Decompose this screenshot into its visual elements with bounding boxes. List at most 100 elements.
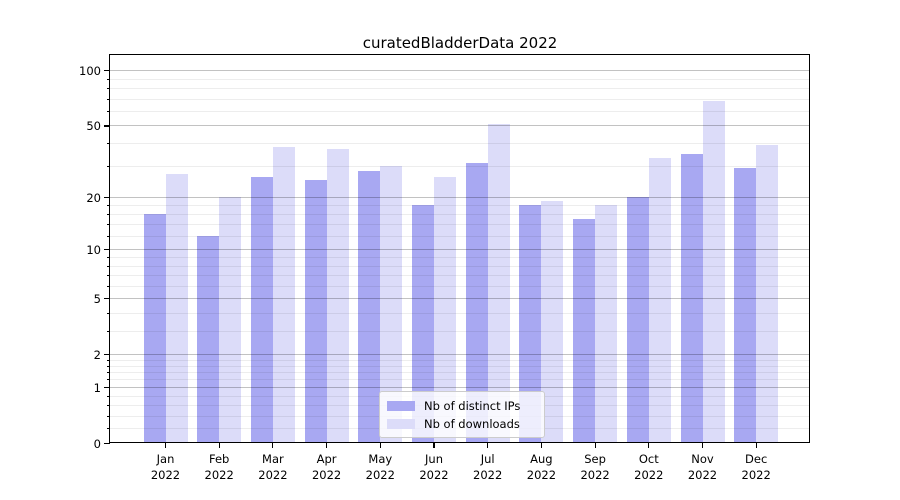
x-tick-label-jan: Jan 2022 — [150, 452, 181, 482]
bar-nb-of-downloads-feb — [219, 197, 242, 443]
x-tick — [272, 443, 274, 448]
bar-nb-of-downloads-oct — [648, 158, 671, 443]
grid-layer — [110, 55, 810, 443]
gridline-minor — [110, 98, 810, 100]
bar-nb-of-downloads-jan — [165, 173, 188, 443]
y-tick-label: 10 — [86, 242, 101, 257]
x-tick-label-oct: Oct 2022 — [634, 452, 664, 482]
x-tick — [433, 443, 435, 448]
legend-item-distinct-ips: Nb of distinct IPs — [387, 398, 536, 414]
bar-nb-of-distinct-ips-oct — [626, 197, 649, 443]
gridline-minor — [110, 257, 810, 258]
y-tick-label: 100 — [79, 63, 101, 78]
y-tick-minor — [107, 428, 110, 430]
x-tick — [326, 443, 328, 448]
bar-nb-of-downloads-jun — [434, 176, 456, 443]
y-tick — [104, 249, 110, 251]
y-tick-minor — [107, 214, 110, 216]
x-tick-label-dec: Dec 2022 — [741, 452, 771, 482]
bar-nb-of-distinct-ips-jun — [412, 205, 434, 443]
gridline-minor — [110, 331, 810, 333]
y-tick — [104, 70, 110, 72]
x-tick-label-nov: Nov 2022 — [687, 452, 718, 482]
gridline-major — [110, 70, 810, 72]
y-tick-minor — [107, 143, 110, 145]
gridline-minor — [110, 235, 810, 237]
y-tick-minor — [107, 265, 110, 267]
y-tick-minor — [107, 405, 110, 407]
y-tick-minor — [107, 205, 110, 207]
x-tick-label-aug: Aug 2022 — [526, 452, 557, 482]
y-tick — [104, 387, 110, 389]
gridline-minor — [110, 275, 810, 277]
gridline-major — [110, 125, 810, 127]
gridline-minor — [110, 165, 810, 167]
gridline-minor — [110, 372, 810, 374]
x-tick — [487, 443, 489, 448]
y-tick-minor — [107, 331, 110, 333]
y-tick — [104, 354, 110, 356]
gridline-major — [110, 354, 810, 356]
y-tick — [104, 443, 110, 445]
gridline-minor — [110, 78, 810, 80]
x-tick-label-feb: Feb 2022 — [204, 452, 234, 482]
gridline-minor — [110, 110, 810, 112]
bar-nb-of-distinct-ips-feb — [197, 235, 220, 443]
y-tick-minor — [107, 395, 110, 397]
gridline-minor — [110, 224, 810, 226]
bars-layer — [110, 55, 810, 443]
x-tick — [218, 443, 220, 448]
y-tick-minor — [107, 224, 110, 226]
y-tick-minor — [107, 415, 110, 417]
x-tick-label-apr: Apr 2022 — [311, 452, 342, 482]
y-tick-label: 0 — [93, 436, 101, 451]
gridline-minor — [110, 265, 810, 267]
bar-nb-of-distinct-ips-dec — [734, 168, 757, 443]
legend-label-downloads: Nb of downloads — [424, 417, 520, 431]
gridline-major — [110, 298, 810, 300]
bar-nb-of-distinct-ips-mar — [250, 176, 273, 443]
y-tick-minor — [107, 379, 110, 381]
y-tick-label: 5 — [93, 291, 101, 306]
bar-nb-of-downloads-jul — [487, 123, 510, 443]
x-tick-label-jul: Jul 2022 — [473, 452, 503, 482]
gridline-minor — [110, 285, 810, 287]
y-tick — [104, 197, 110, 199]
bar-nb-of-downloads-mar — [272, 147, 295, 443]
x-tick-label-mar: Mar 2022 — [258, 452, 288, 482]
plot-area — [109, 54, 810, 443]
gridline-minor — [110, 88, 810, 90]
y-tick — [104, 125, 110, 127]
bar-nb-of-distinct-ips-apr — [304, 179, 327, 443]
bar-nb-of-downloads-nov — [702, 100, 725, 443]
x-tick-label-may: May 2022 — [365, 452, 395, 482]
bar-nb-of-distinct-ips-sep — [573, 219, 596, 443]
y-tick-label: 50 — [86, 118, 101, 133]
chart-title: curatedBladderData 2022 — [362, 34, 558, 52]
bar-nb-of-downloads-dec — [756, 145, 779, 443]
y-tick-label: 2 — [93, 347, 101, 362]
bar-nb-of-distinct-ips-jul — [465, 163, 488, 443]
y-tick-label: 20 — [86, 190, 101, 205]
legend-label-distinct-ips: Nb of distinct IPs — [424, 399, 521, 413]
y-tick-minor — [107, 98, 110, 100]
x-tick — [648, 443, 650, 448]
gridline-major — [110, 387, 810, 388]
gridline-minor — [110, 143, 810, 145]
y-tick-minor — [107, 235, 110, 237]
bar-nb-of-downloads-may — [380, 165, 403, 443]
gridline-minor — [110, 312, 810, 314]
y-tick-minor — [107, 110, 110, 113]
y-tick-minor — [107, 165, 110, 167]
legend-item-downloads: Nb of downloads — [387, 416, 536, 432]
x-tick — [594, 443, 596, 448]
gridline-major — [110, 197, 810, 199]
x-tick — [164, 443, 167, 448]
bar-nb-of-distinct-ips-nov — [680, 153, 703, 443]
bar-nb-of-distinct-ips-jan — [143, 214, 166, 443]
legend-swatch-downloads — [387, 419, 415, 429]
y-tick-minor — [107, 312, 110, 315]
y-tick-minor — [107, 365, 110, 367]
gridline-minor — [110, 214, 810, 216]
